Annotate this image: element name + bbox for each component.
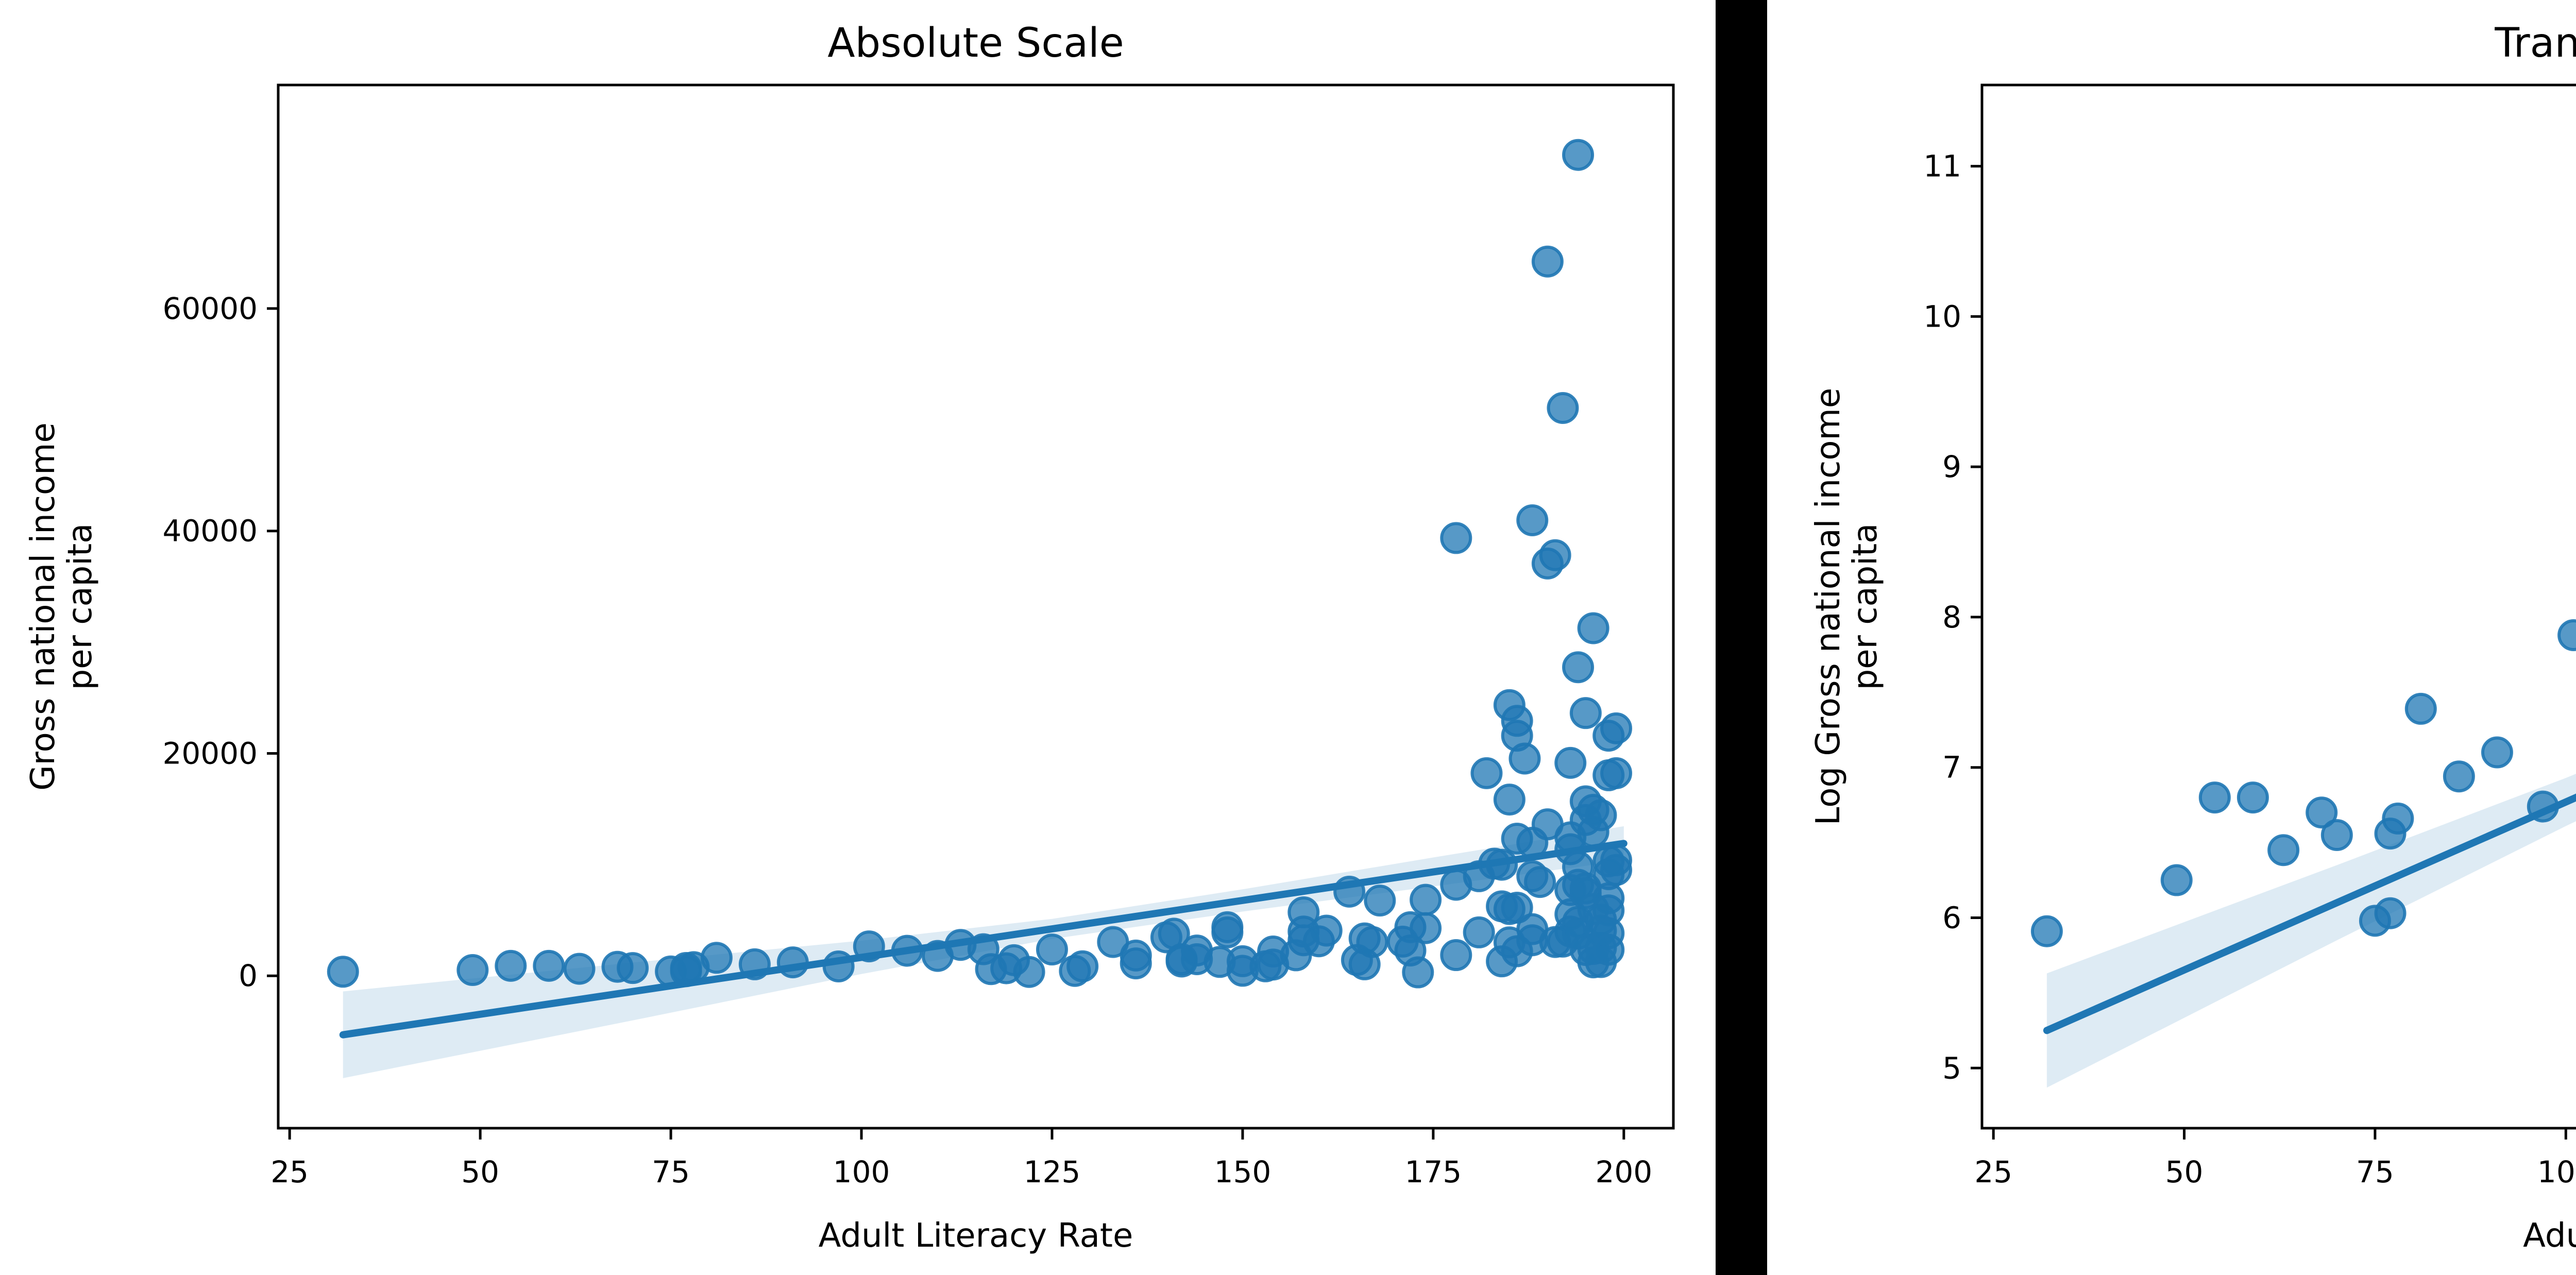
scatter-point: [2236, 781, 2269, 814]
scatter-point: [1310, 914, 1343, 947]
scatter-point: [327, 956, 359, 988]
scatter-point: [2443, 760, 2475, 793]
scatter-point: [2557, 619, 2576, 651]
scatter-point: [1554, 746, 1587, 779]
scatter-point: [776, 946, 809, 979]
scatter-point: [1493, 784, 1526, 816]
scatter-point: [1356, 926, 1388, 958]
y-tick-label: 8: [1942, 600, 1961, 635]
scatter-point: [1036, 933, 1068, 966]
panel-title: Transformed Scale: [2494, 20, 2576, 66]
chart-transformed: 255075100125150175200567891011Transforme…: [1809, 20, 2576, 1255]
y-tick-label: 0: [239, 958, 258, 993]
scatter-point: [1463, 916, 1495, 948]
scatter-point: [2481, 736, 2513, 769]
scatter-point: [1120, 947, 1152, 980]
scatter-point: [2374, 897, 2406, 929]
scatter-point: [1066, 950, 1099, 982]
scatter-point: [2320, 819, 2353, 852]
x-tick-label: 125: [1024, 1154, 1081, 1189]
scatter-point: [1562, 651, 1595, 684]
y-tick-label: 40000: [162, 514, 258, 549]
x-tick-label: 25: [1974, 1154, 2012, 1189]
y-tick-label: 7: [1942, 750, 1961, 785]
scatter-point: [1600, 854, 1633, 886]
scatter-point: [822, 950, 855, 982]
scatter-point: [1539, 539, 1571, 571]
scatter-point: [853, 930, 885, 963]
regression-line: [2043, 793, 2576, 1034]
scatter-point: [1440, 939, 1472, 972]
x-tick-label: 150: [1214, 1154, 1272, 1189]
y-tick-label: 9: [1942, 449, 1961, 484]
scatter-point: [1410, 912, 1442, 944]
axes-box: [277, 83, 1675, 1130]
chart-absolute: 25 50 75 100 125 150 175 200 0 20000 40000 60000 Abs…: [24, 20, 1675, 1255]
x-tick-label: 100: [833, 1154, 890, 1189]
scatter-point: [1592, 933, 1625, 966]
y-tick-label: 11: [1923, 149, 1961, 184]
scatter-point: [1600, 757, 1633, 789]
scatter-point: [2306, 796, 2338, 829]
x-tick-label: 50: [2165, 1154, 2204, 1189]
scatter-point: [891, 934, 923, 967]
scatter-point: [2030, 915, 2063, 947]
x-tick-label: 25: [270, 1154, 309, 1189]
y-axis-label: Log Gross national incomeper capita: [1809, 388, 1885, 825]
axes-box: [1980, 83, 2576, 1130]
scatter-point: [1364, 885, 1396, 917]
figure-transformed-scale: 255075100125150175200567891011Transforme…: [1767, 0, 2576, 1275]
scatter-point: [495, 949, 527, 982]
scatter-point: [1410, 883, 1442, 916]
scatter-point: [1516, 504, 1549, 536]
scatter-point: [563, 953, 596, 985]
scatter-point: [738, 948, 771, 980]
scatter-point: [2198, 781, 2231, 814]
scatter-point: [456, 954, 489, 987]
scatter-point: [2267, 834, 2300, 866]
scatter-point: [533, 949, 565, 982]
y-tick-label: 6: [1942, 900, 1961, 935]
scatter-point: [2160, 864, 2193, 896]
x-tick-label: 50: [461, 1154, 499, 1189]
y-tick-label: 60000: [162, 291, 258, 326]
x-tick-label: 75: [652, 1154, 690, 1189]
scatter-point: [1211, 916, 1244, 948]
x-tick-label: 100: [2537, 1154, 2576, 1189]
scatter-point: [617, 952, 649, 984]
y-tick-label: 20000: [162, 736, 258, 771]
figure-absolute-scale: 25 50 75 100 125 150 175 200 0 20000 40000 60000 Abs…: [0, 0, 1716, 1275]
y-tick-label: 5: [1942, 1050, 1961, 1085]
scatter-point: [1577, 612, 1609, 644]
scatter-point: [1440, 522, 1472, 554]
scatter-point: [1531, 245, 1564, 278]
y-axis-label: Gross national incomeper capita: [24, 422, 99, 791]
x-axis-label: Adult Literacy Rate: [2523, 1217, 2576, 1255]
scatter-point: [2382, 802, 2414, 835]
scatter-point: [1562, 139, 1595, 171]
regression-line: [339, 840, 1628, 1039]
scatter-point: [1569, 697, 1602, 729]
scatter-point: [2527, 790, 2559, 823]
scatter-point: [1585, 799, 1617, 831]
scatter-point: [1333, 875, 1366, 908]
scatter-point: [1600, 712, 1633, 744]
x-tick-label: 75: [2356, 1154, 2394, 1189]
x-tick-label: 200: [1595, 1154, 1652, 1189]
scatter-point: [1547, 392, 1579, 424]
x-axis-label: Adult Literacy Rate: [819, 1217, 1133, 1255]
scatter-point: [1486, 848, 1518, 881]
scatter-point: [1470, 757, 1503, 789]
scatter-point: [700, 942, 733, 974]
scatter-point: [1501, 891, 1533, 924]
scatter-point: [1509, 742, 1541, 775]
scatter-point: [1402, 956, 1434, 989]
scatter-point: [1013, 956, 1045, 988]
panel-title: Absolute Scale: [827, 20, 1124, 66]
scatter-point: [1524, 866, 1556, 898]
y-tick-label: 10: [1923, 299, 1961, 334]
x-tick-label: 175: [1405, 1154, 1462, 1189]
scatter-point: [2404, 692, 2437, 725]
